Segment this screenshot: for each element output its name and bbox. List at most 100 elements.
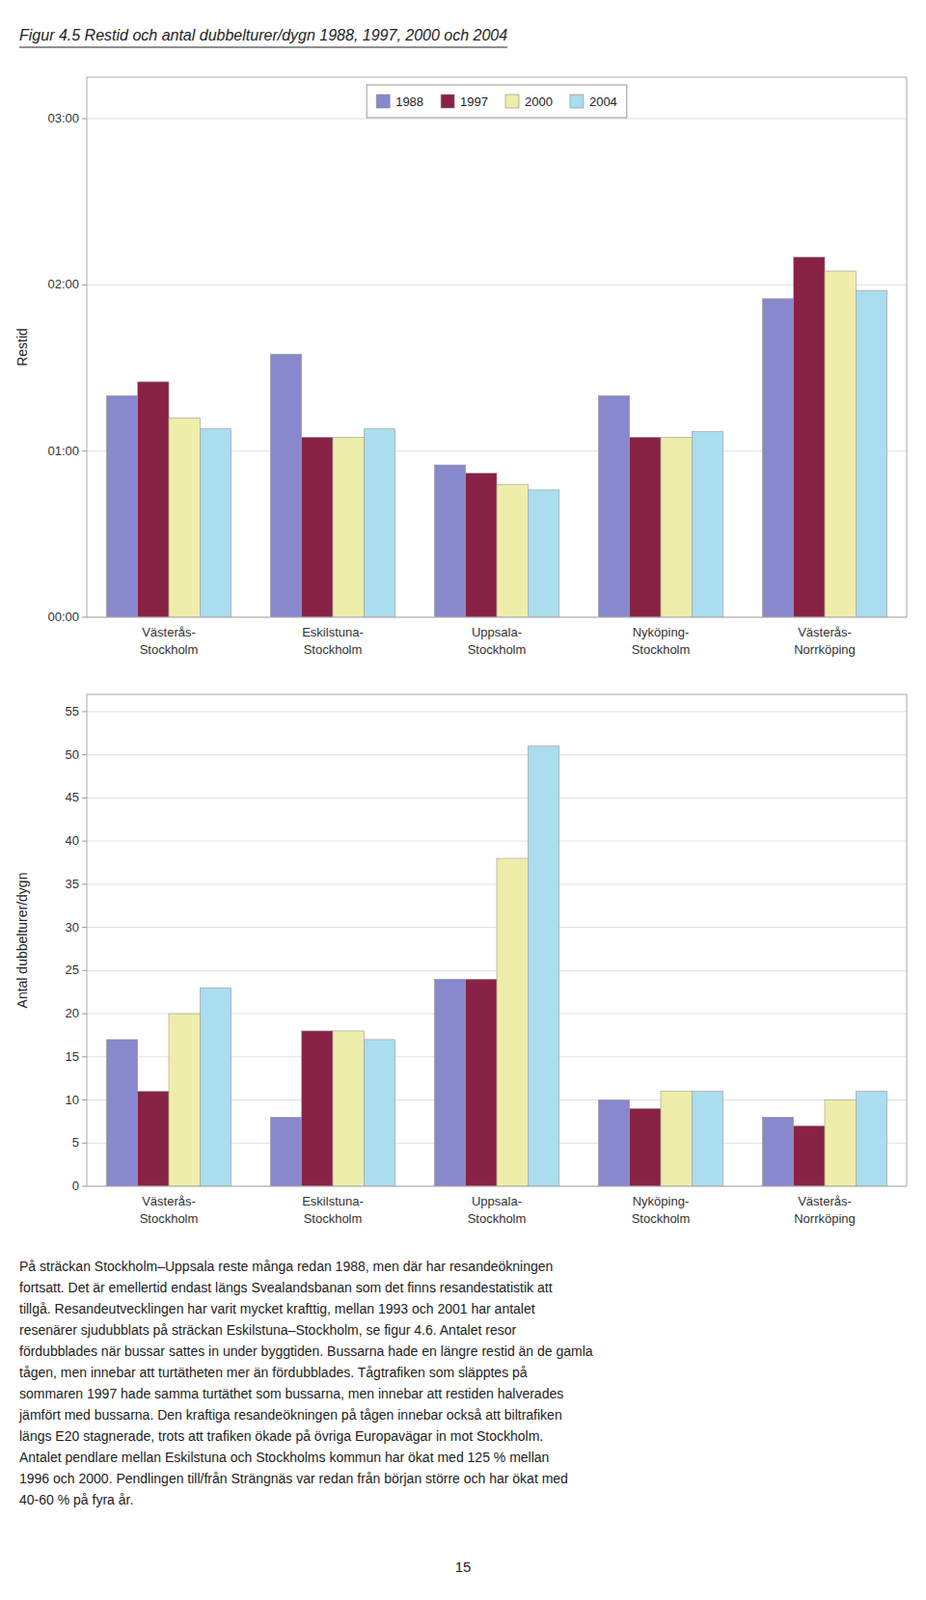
bar [363,429,395,618]
legend-label: 2004 [589,94,618,109]
legend: 1988 1997 2000 2004 [366,84,627,118]
bar [855,290,887,618]
bar [137,1091,169,1187]
chart: 00:00 01:00 02:00 03:00 Västerås-Stockholm Es… [14,77,907,657]
y-tick-label: 30 [65,920,80,935]
y-axis-label: Antal dubbelturer/dygn [14,872,30,1009]
y-tick-label: 55 [65,704,80,719]
x-tick-label: Västerås-Stockholm [139,1194,199,1226]
y-tick-label: 03:00 [47,110,80,126]
legend-swatch [570,94,584,109]
legend-swatch [440,94,455,109]
y-tick [81,1099,87,1101]
y-tick-label: 35 [65,876,80,892]
y-tick-label: 01:00 [47,443,80,459]
y-tick-label: 0 [72,1178,80,1194]
bar [793,1125,825,1187]
y-tick-label: 45 [65,789,80,805]
bar [301,1031,333,1187]
y-tick [81,754,87,756]
legend-swatch [376,94,390,109]
y-tick [81,970,87,972]
y-tick-label: 10 [65,1092,80,1108]
bar [199,987,231,1187]
plot-frame [86,77,907,618]
x-tick-label: Västerås-Norrköping [793,1194,856,1226]
x-tick-label: Eskilstuna-Stockholm [301,1194,364,1226]
bar [270,354,301,618]
bar [660,1091,692,1187]
bars [106,257,887,618]
y-tick-label: 40 [65,833,80,848]
bar [434,464,465,618]
bar [168,417,200,618]
x-tick-label: Eskilstuna-Stockholm [301,625,364,657]
bar [168,1013,200,1187]
x-tick-label: Västerås-Stockholm [139,625,199,657]
bar [106,1039,137,1187]
legend-label: 1988 [395,94,424,109]
y-tick [81,617,87,619]
page-number: 15 [455,1558,472,1576]
y-tick [81,710,87,712]
y-tick [81,797,87,799]
bar [465,979,497,1187]
plot-frame [86,694,907,1187]
grid-line [86,841,907,843]
y-tick [81,284,87,286]
legend-label: 2000 [524,94,553,109]
y-tick-label: 02:00 [47,276,80,292]
x-tick-label: Nyköping-Stockholm [631,625,691,657]
title: Figur 4.5 Restid och antal dubbelturer/d… [19,27,508,44]
bar [855,1091,887,1187]
grid-line [86,797,907,799]
bar [465,473,497,618]
grid-line [86,284,907,286]
background [0,0,926,1600]
y-tick [81,1143,87,1144]
bar [660,436,692,618]
legend-swatch [505,94,519,109]
bars [106,746,887,1187]
y-tick-label: 5 [72,1135,80,1150]
bar [496,484,528,618]
x-tick-label: Västerås-Norrköping [793,625,856,657]
bar [137,381,169,618]
bar [629,436,661,618]
x-tick-label: Uppsala-Stockholm [467,625,527,657]
bar [527,746,559,1187]
bar [270,1116,301,1187]
y-tick [81,883,87,885]
y-tick [81,450,87,452]
y-tick-label: 00:00 [47,609,80,625]
legend-label: 1997 [460,94,489,109]
bar [793,257,825,618]
body-text: På sträckan Stockholm–Uppsala reste mång… [18,1258,594,1508]
legend-box [366,84,627,118]
bar [332,1031,364,1187]
bar [598,395,629,618]
bar [598,1100,629,1187]
bar [106,395,137,618]
grid-line [86,118,907,120]
y-axis-label: Restid [14,327,30,367]
bar [824,1100,856,1187]
bar [363,1039,395,1187]
grid-line [86,754,907,756]
x-tick-label: Uppsala-Stockholm [467,1194,527,1226]
bar [332,436,364,618]
bar [691,432,723,618]
bar [527,490,559,618]
y-tick [81,1056,87,1058]
y-tick [81,926,87,928]
bar [301,436,333,618]
y-tick [81,1013,87,1015]
bar [434,979,465,1187]
title-underline [19,47,508,49]
x-tick-label: Nyköping-Stockholm [631,1194,691,1226]
bar [762,1116,793,1187]
bar [762,299,793,618]
y-tick-label: 20 [65,1006,80,1021]
bar [629,1108,661,1187]
bar [691,1091,723,1187]
